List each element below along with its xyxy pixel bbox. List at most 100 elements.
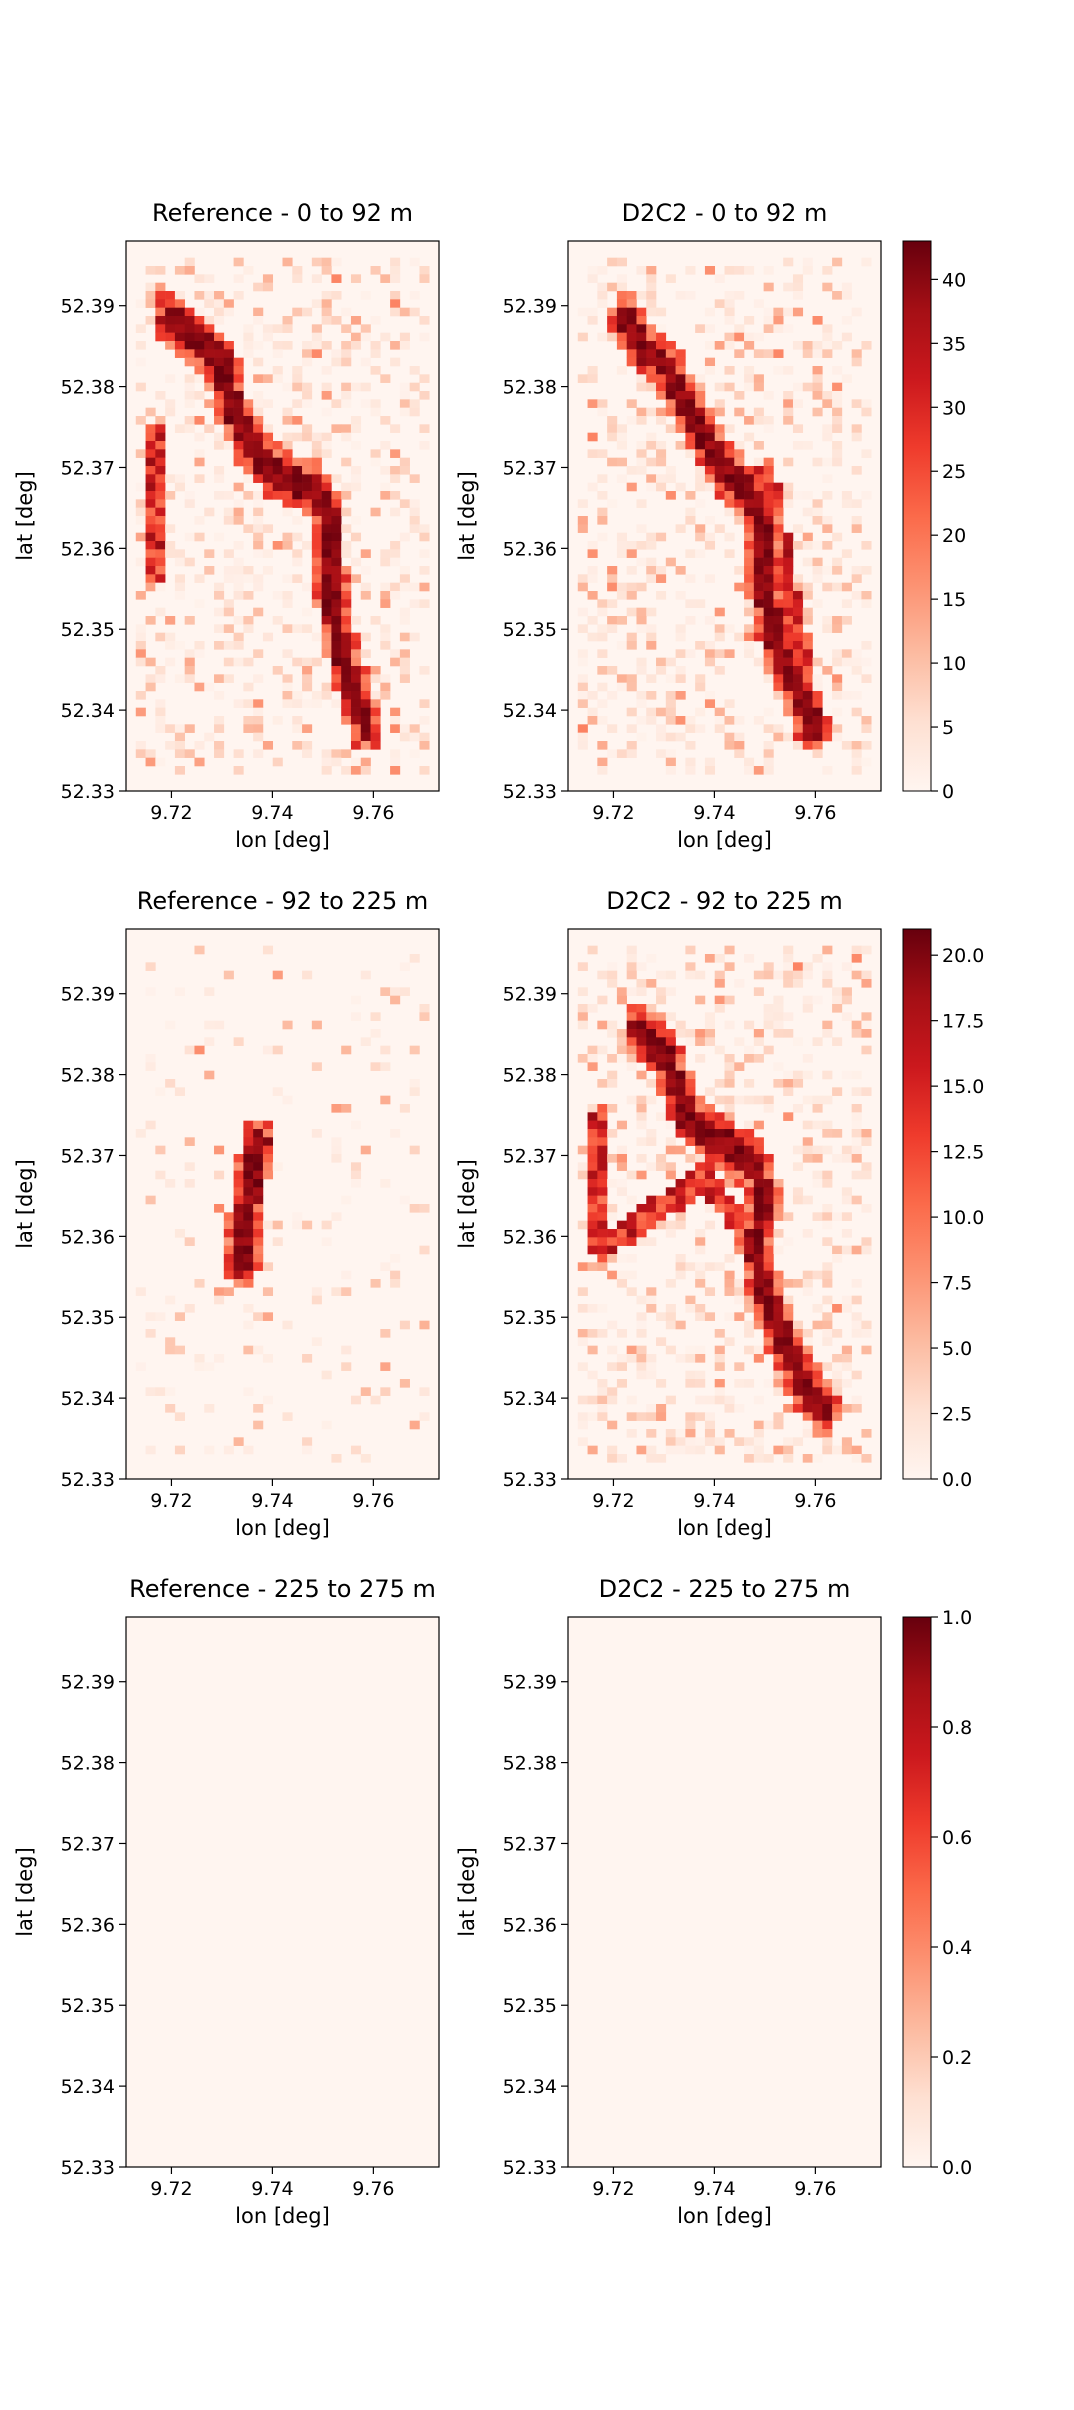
y-tick-label: 52.36 bbox=[61, 538, 115, 560]
heatmap-cell bbox=[792, 1337, 804, 1346]
heatmap-cell bbox=[812, 1179, 823, 1188]
heatmap-cell bbox=[704, 324, 716, 333]
heatmap-cell bbox=[399, 1320, 410, 1330]
plot-frame bbox=[567, 928, 882, 1480]
heatmap-cell bbox=[380, 466, 391, 475]
heatmap-cell bbox=[360, 591, 371, 600]
heatmap-cell bbox=[695, 1262, 706, 1271]
heatmap-cell bbox=[184, 657, 195, 667]
heatmap-cell bbox=[675, 1104, 686, 1113]
heatmap-cell bbox=[734, 1295, 745, 1305]
heatmap-cell bbox=[135, 649, 146, 658]
heatmap-cell bbox=[646, 1012, 657, 1021]
heatmap-cell bbox=[135, 499, 146, 508]
heatmap-cell bbox=[243, 457, 254, 467]
heatmap-cell bbox=[204, 374, 215, 383]
heatmap-cell bbox=[370, 1012, 381, 1021]
heatmap-cell bbox=[223, 1212, 234, 1221]
heatmap-cell bbox=[292, 307, 303, 317]
heatmap-cell bbox=[360, 766, 371, 775]
heatmap-cell bbox=[243, 1304, 254, 1313]
heatmap-cell bbox=[851, 466, 862, 475]
heatmap-cell bbox=[331, 316, 342, 325]
heatmap-cell bbox=[812, 749, 823, 758]
heatmap-cell bbox=[685, 374, 696, 383]
heatmap-cell bbox=[812, 657, 823, 667]
heatmap-cell bbox=[802, 532, 813, 542]
heatmap-cell bbox=[636, 457, 647, 467]
heatmap-cell bbox=[616, 987, 627, 996]
heatmap-cell bbox=[783, 532, 794, 542]
heatmap-cell bbox=[360, 724, 371, 733]
heatmap-cell bbox=[292, 741, 303, 750]
heatmap-cell bbox=[695, 1312, 706, 1321]
heatmap-cell bbox=[253, 516, 264, 525]
heatmap-cell bbox=[223, 1270, 234, 1280]
heatmap-cell bbox=[656, 1379, 667, 1388]
heatmap-cell bbox=[165, 549, 176, 558]
heatmap-cell bbox=[311, 1287, 322, 1296]
heatmap-cell bbox=[272, 716, 283, 725]
heatmap-cell bbox=[587, 1129, 598, 1138]
y-tick-label: 52.35 bbox=[61, 619, 115, 641]
heatmap-cell bbox=[223, 491, 234, 500]
heatmap-cell bbox=[714, 1120, 725, 1130]
heatmap-cell bbox=[675, 1045, 686, 1055]
heatmap-cell bbox=[409, 307, 420, 317]
heatmap-cell bbox=[675, 1212, 686, 1221]
heatmap-cell bbox=[646, 1412, 657, 1421]
heatmap-cell bbox=[214, 349, 225, 358]
heatmap-cell bbox=[419, 1412, 430, 1421]
heatmap-cell bbox=[577, 724, 588, 733]
heatmap-cell bbox=[174, 324, 185, 333]
heatmap-cell bbox=[665, 1195, 676, 1205]
heatmap-cell bbox=[419, 391, 430, 400]
heatmap-cell bbox=[753, 507, 764, 517]
heatmap-cell bbox=[724, 1145, 735, 1155]
heatmap-cell bbox=[331, 357, 342, 367]
heatmap-cell bbox=[763, 962, 774, 971]
heatmap-cell bbox=[233, 1237, 244, 1246]
heatmap-cell bbox=[832, 616, 843, 625]
heatmap-cell bbox=[832, 449, 843, 458]
heatmap-cell bbox=[656, 1204, 667, 1213]
heatmap-cell bbox=[812, 457, 823, 467]
colorbar-tick-label: 35 bbox=[942, 333, 966, 355]
heatmap-cell bbox=[812, 1362, 823, 1371]
heatmap-cell bbox=[311, 499, 322, 508]
heatmap-cell bbox=[577, 1287, 588, 1296]
heatmap-cell bbox=[321, 691, 332, 700]
heatmap-cell bbox=[714, 1145, 725, 1155]
heatmap-cell bbox=[302, 482, 313, 492]
heatmap-cell bbox=[724, 1062, 735, 1071]
heatmap-cell bbox=[282, 507, 293, 517]
heatmap-cell bbox=[636, 732, 647, 742]
heatmap-cell bbox=[302, 741, 313, 750]
heatmap-cell bbox=[616, 1354, 627, 1363]
heatmap-cell bbox=[646, 954, 657, 963]
heatmap-cell bbox=[135, 324, 146, 333]
heatmap-cell bbox=[783, 1329, 794, 1338]
heatmap-cell bbox=[636, 1120, 647, 1130]
heatmap-cell bbox=[665, 766, 676, 775]
heatmap-cell bbox=[262, 1129, 274, 1138]
heatmap-cell bbox=[675, 1204, 686, 1213]
heatmap-cell bbox=[577, 582, 588, 592]
heatmap-cell bbox=[724, 624, 735, 633]
heatmap-cell bbox=[773, 1204, 784, 1213]
heatmap-cell bbox=[626, 1287, 637, 1296]
heatmap-cell bbox=[685, 1079, 696, 1088]
heatmap-cell bbox=[243, 574, 254, 583]
heatmap-cell bbox=[419, 316, 430, 325]
heatmap-cell bbox=[399, 632, 410, 642]
heatmap-cell bbox=[145, 499, 156, 508]
heatmap-cell bbox=[841, 1304, 852, 1313]
heatmap-cell bbox=[832, 1212, 843, 1221]
heatmap-cell bbox=[636, 1045, 647, 1055]
heatmap-cell bbox=[753, 1054, 764, 1063]
heatmap-cell bbox=[194, 457, 205, 467]
heatmap-cell bbox=[597, 1404, 608, 1413]
heatmap-cell bbox=[214, 366, 225, 375]
heatmap-cell bbox=[656, 591, 667, 600]
heatmap-cell bbox=[360, 632, 371, 642]
